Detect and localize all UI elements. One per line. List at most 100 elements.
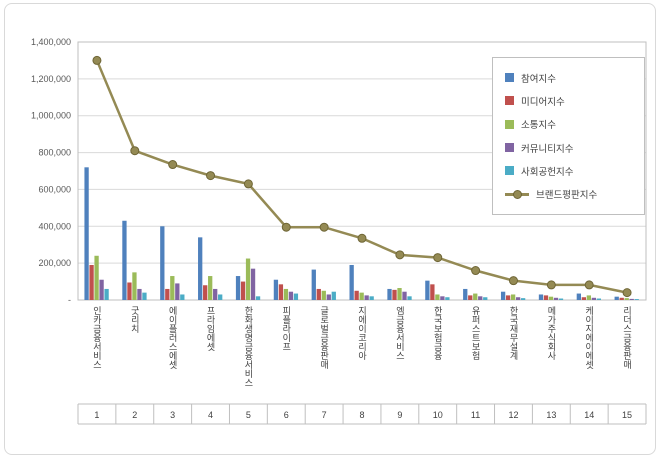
legend-label: 참여지수 [521,73,556,85]
bar-series-2 [245,258,251,300]
category-number: 7 [322,410,327,420]
line-marker [433,253,443,263]
y-axis-label: 1,200,000 [31,74,71,84]
legend-swatch [505,96,514,106]
line-marker [546,280,556,290]
line-marker [357,233,367,243]
bar-series-3 [553,297,559,300]
category-label: 프라임에셋 [205,306,216,351]
bar-series-3 [99,279,104,300]
y-axis-label: - [68,295,71,305]
category-label: 굿리치 [129,306,140,333]
category-number: 10 [433,410,443,420]
line-marker [281,222,291,232]
y-axis-label: 1,000,000 [31,111,71,121]
bar-series-1 [392,289,397,300]
category-number: 2 [132,410,137,420]
y-axis-label: 600,000 [38,184,71,194]
bar-series-4 [520,298,526,300]
bar-series-2 [170,276,175,300]
category-label: 리더스금융판매 [622,306,633,369]
bar-series-1 [354,290,359,300]
legend-item: 참여지수 [505,71,632,85]
bar-series-2 [510,294,516,300]
category-number: 6 [284,410,289,420]
bar-series-0 [311,269,316,300]
bar-series-4 [255,296,261,300]
bar-series-0 [425,280,430,300]
bar-series-2 [321,290,326,300]
bar-series-1 [240,281,246,300]
category-number: 9 [397,410,402,420]
y-axis-label: 200,000 [38,258,71,268]
bar-series-0 [576,293,581,300]
category-label: 피플라이프 [281,306,292,351]
bar-series-0 [500,291,506,300]
bar-series-0 [84,167,89,300]
bar-series-3 [440,296,445,300]
line-marker [471,266,481,276]
bar-series-0 [387,288,392,300]
bar-series-3 [591,297,596,300]
legend-swatch [505,119,514,129]
bar-series-4 [218,294,223,300]
bar-series-1 [278,284,284,300]
category-label: 메가주식회사 [546,306,557,360]
legend-item: 미디어지수 [505,94,632,108]
line-marker [206,171,216,181]
bar-series-0 [198,237,203,300]
bar-series-0 [538,294,544,300]
legend-label: 브랜드평판지수 [536,190,598,202]
bar-series-4 [483,297,488,300]
bar-series-4 [142,292,147,300]
bar-series-4 [634,299,639,300]
category-label: 케이지에이에셋 [584,306,595,369]
y-axis-label: 400,000 [38,221,71,231]
bar-series-2 [473,293,478,300]
bar-series-1 [619,297,624,300]
legend-item: 브랜드평판지수 [505,187,632,201]
bar-series-1 [430,284,435,300]
line-marker [584,280,594,290]
category-number: 15 [622,410,632,420]
bar-series-0 [614,296,619,300]
bar-series-3 [629,298,634,300]
bar-series-1 [165,288,170,300]
bar-series-3 [137,288,142,300]
category-label: 한국보험금융 [432,306,443,360]
legend-line-marker [505,189,529,199]
bar-series-0 [160,226,165,300]
bar-series-4 [445,297,450,300]
legend: 참여지수 미디어지수 소통지수 커뮤니티지수 사회공헌지수 브랜드평판지수 [492,57,645,215]
category-label: 인카금융서비스 [91,306,102,369]
bar-series-2 [132,272,137,300]
bar-series-3 [478,296,483,300]
bar-series-2 [94,255,99,300]
line-marker [395,250,405,260]
bar-series-3 [213,288,218,300]
category-number: 12 [508,410,518,420]
bar-series-2 [548,296,554,300]
bar-series-2 [586,295,591,300]
category-number: 8 [359,410,364,420]
bar-series-2 [359,292,364,300]
bar-series-4 [369,296,374,300]
category-number: 1 [94,410,99,420]
bar-series-1 [89,264,94,300]
legend-swatch [505,166,514,176]
legend-swatch [505,143,514,153]
bar-series-4 [596,298,601,300]
bar-series-3 [175,283,180,300]
bar-series-4 [407,296,412,300]
bar-series-2 [397,288,402,300]
bar-series-0 [273,279,279,300]
bar-series-4 [293,293,299,300]
category-number: 14 [584,410,594,420]
bar-series-0 [235,276,241,300]
bar-series-4 [331,291,336,300]
bar-series-4 [180,294,185,300]
y-axis-label: 1,400,000 [31,37,71,47]
bar-series-1 [316,288,321,300]
legend-label: 사회공헌지수 [521,166,574,178]
